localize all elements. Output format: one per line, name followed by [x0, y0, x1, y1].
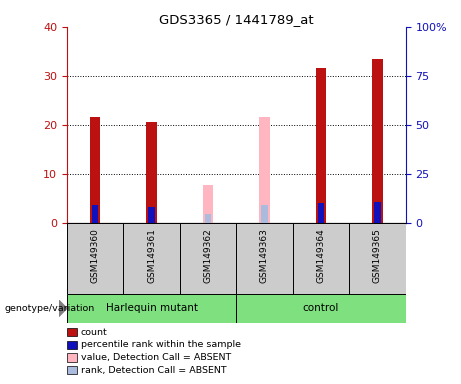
Bar	[372, 59, 383, 223]
Text: GSM149362: GSM149362	[203, 228, 213, 283]
Text: genotype/variation: genotype/variation	[5, 304, 95, 313]
Bar	[205, 214, 212, 223]
Text: GSM149360: GSM149360	[90, 228, 100, 283]
Text: control: control	[303, 303, 339, 313]
Text: count: count	[81, 328, 107, 337]
Text: value, Detection Call = ABSENT: value, Detection Call = ABSENT	[81, 353, 231, 362]
Bar	[90, 118, 100, 223]
Bar	[261, 205, 268, 223]
Bar	[148, 207, 155, 223]
Text: Harlequin mutant: Harlequin mutant	[106, 303, 198, 313]
Text: GSM149365: GSM149365	[373, 228, 382, 283]
Bar	[92, 205, 99, 223]
Bar	[316, 68, 326, 223]
Bar	[236, 294, 406, 323]
Text: GSM149361: GSM149361	[147, 228, 156, 283]
Polygon shape	[59, 300, 67, 317]
Text: GSM149363: GSM149363	[260, 228, 269, 283]
Bar	[203, 185, 213, 223]
Bar	[147, 122, 157, 223]
Title: GDS3365 / 1441789_at: GDS3365 / 1441789_at	[159, 13, 313, 26]
Text: percentile rank within the sample: percentile rank within the sample	[81, 340, 241, 349]
Bar	[260, 118, 270, 223]
Bar	[318, 203, 325, 223]
Text: rank, Detection Call = ABSENT: rank, Detection Call = ABSENT	[81, 366, 226, 375]
Text: GSM149364: GSM149364	[316, 228, 325, 283]
Bar	[374, 202, 381, 223]
Bar	[67, 294, 236, 323]
